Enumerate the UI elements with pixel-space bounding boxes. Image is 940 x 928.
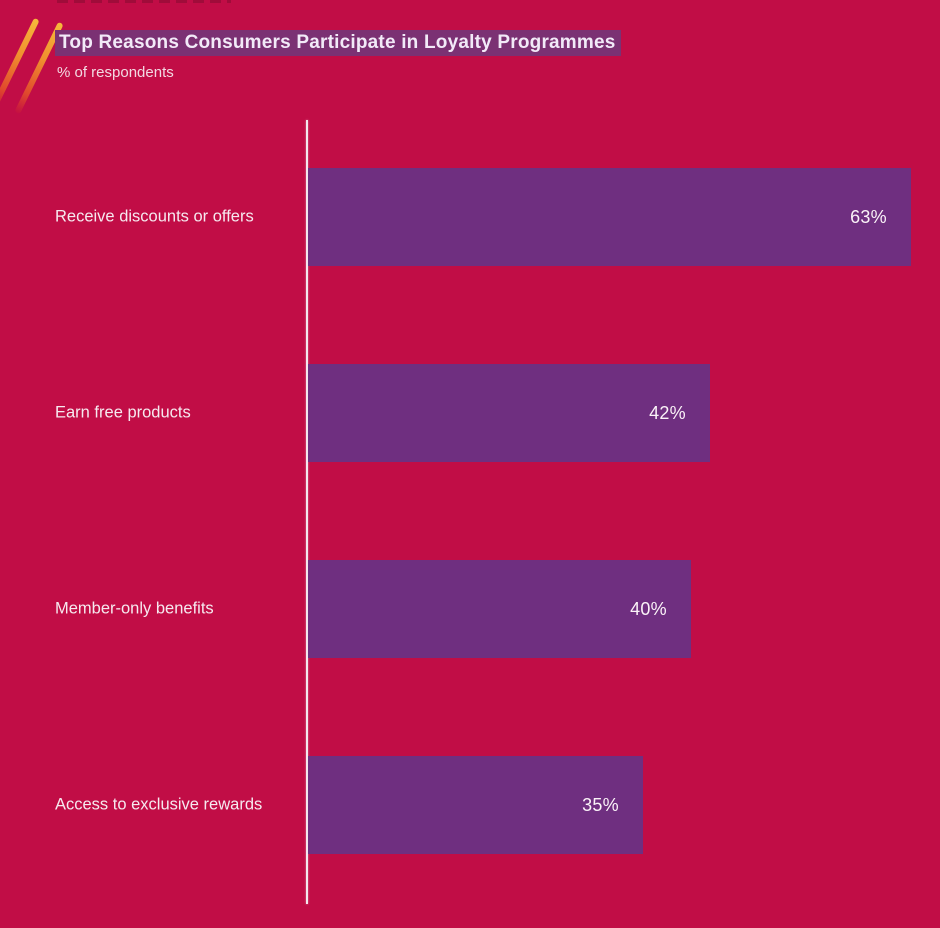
chart-subtitle: % of respondents bbox=[57, 64, 174, 81]
bar-row: Access to exclusive rewards 35% bbox=[0, 756, 940, 854]
value-label: 35% bbox=[582, 794, 619, 815]
bar: 40% bbox=[308, 560, 691, 658]
y-axis-line bbox=[306, 120, 308, 904]
value-label: 63% bbox=[850, 206, 887, 227]
cropped-text-marks bbox=[57, 0, 231, 3]
category-label: Member-only benefits bbox=[55, 599, 214, 618]
bar-row: Earn free products 42% bbox=[0, 364, 940, 462]
value-label: 40% bbox=[630, 598, 667, 619]
bar-row: Receive discounts or offers 63% bbox=[0, 168, 940, 266]
value-label: 42% bbox=[649, 402, 686, 423]
bar: 35% bbox=[308, 756, 643, 854]
bar-row: Member-only benefits 40% bbox=[0, 560, 940, 658]
bar: 42% bbox=[308, 364, 710, 462]
chart-title-highlight: Top Reasons Consumers Participate in Loy… bbox=[55, 30, 621, 56]
bar: 63% bbox=[308, 168, 911, 266]
chart-title: Top Reasons Consumers Participate in Loy… bbox=[55, 29, 621, 56]
category-label: Access to exclusive rewards bbox=[55, 795, 263, 814]
category-label: Earn free products bbox=[55, 403, 191, 422]
category-label: Receive discounts or offers bbox=[55, 207, 254, 226]
